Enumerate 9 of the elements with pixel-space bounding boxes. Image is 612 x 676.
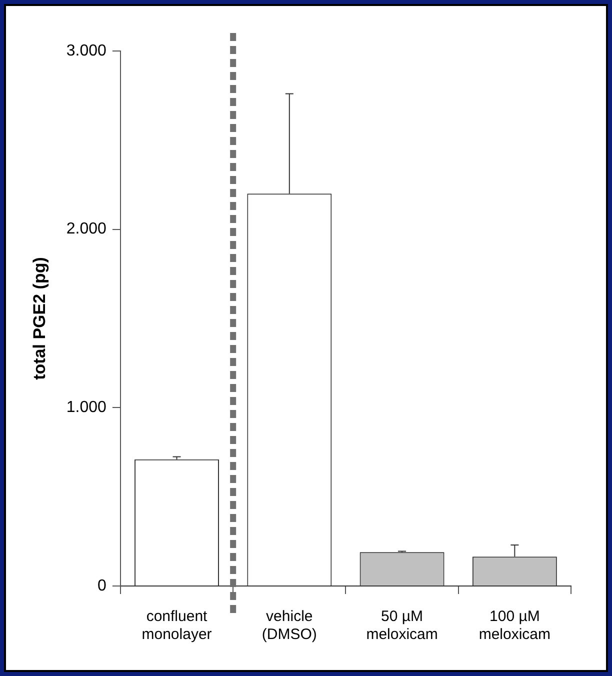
y-tick-label: 0 (98, 577, 107, 594)
y-tick-label: 3.000 (66, 42, 107, 60)
x-tick-label: confluent monolayer (142, 608, 212, 644)
y-axis-title: total PGE2 (pg) (30, 257, 49, 380)
y-tick-label: 1.000 (66, 399, 107, 416)
x-tick-label: vehicle (DMSO) (262, 608, 317, 644)
y-tick-label: 2.000 (66, 220, 107, 238)
x-tick-label: 50 µM meloxicam (366, 608, 438, 644)
x-tick-label: 100 µM meloxicam (478, 608, 551, 644)
